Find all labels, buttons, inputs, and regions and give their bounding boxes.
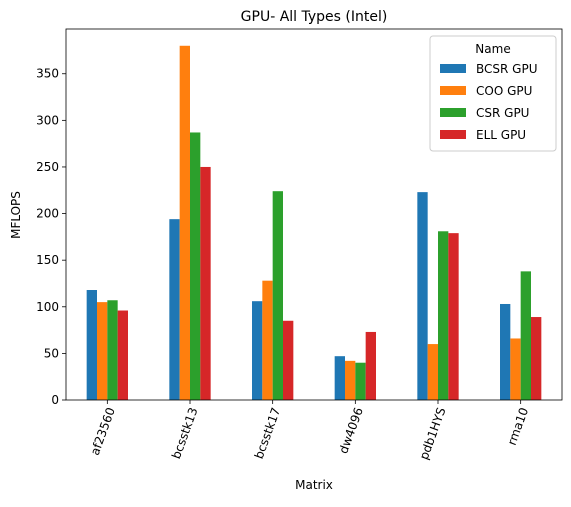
- x-tick-label: rma10: [505, 406, 532, 447]
- bar: [417, 192, 428, 400]
- x-tick-label: bcsstk13: [169, 406, 201, 461]
- legend: Name BCSR GPU COO GPU CSR GPU ELL GPU: [429, 35, 557, 152]
- bar: [179, 45, 190, 400]
- legend-label: ELL GPU: [476, 128, 526, 142]
- y-tick-label: 50: [44, 346, 59, 360]
- y-tick-label: 350: [36, 67, 59, 81]
- x-tick-label: pdb1HYS: [417, 406, 449, 462]
- y-tick-label: 250: [36, 160, 59, 174]
- legend-label: COO GPU: [476, 84, 532, 98]
- legend-swatch: [440, 86, 466, 95]
- y-tick-label: 0: [51, 393, 59, 407]
- y-axis: 0 50 100 150 200 250 300 350: [36, 67, 66, 407]
- y-tick-label: 300: [36, 113, 59, 127]
- bar: [345, 360, 356, 400]
- legend-title: Name: [475, 42, 510, 56]
- legend-label: BCSR GPU: [476, 62, 538, 76]
- plot-area: [65, 28, 563, 401]
- bar: [200, 166, 211, 400]
- chart-title: GPU- All Types (Intel): [241, 9, 388, 25]
- y-tick-label: 200: [36, 207, 59, 221]
- x-axis-label: Matrix: [295, 478, 333, 492]
- y-tick-label: 150: [36, 253, 59, 267]
- bar: [252, 301, 263, 400]
- bar: [448, 233, 459, 400]
- bar: [262, 280, 273, 400]
- plot-frame: [65, 28, 563, 401]
- bar: [500, 303, 511, 400]
- bar: [365, 331, 376, 400]
- bar: [355, 362, 366, 400]
- bar: [117, 310, 128, 400]
- legend-swatch: [440, 108, 466, 117]
- bar: [97, 302, 108, 400]
- legend-label: CSR GPU: [476, 106, 529, 120]
- bar: [107, 300, 118, 400]
- bar: [86, 290, 97, 400]
- bar: [334, 356, 345, 400]
- y-axis-label: MFLOPS: [9, 191, 23, 239]
- legend-swatch: [440, 130, 466, 139]
- bar: [272, 191, 283, 400]
- x-axis: af23560 bcsstk13 bcsstk17 dw4096 pdb1HYS rma1…: [88, 400, 532, 462]
- x-tick-label: af23560: [88, 406, 118, 458]
- bar: [427, 344, 438, 400]
- y-tick-label: 100: [36, 300, 59, 314]
- bar: [169, 219, 180, 400]
- x-tick-label: bcsstk17: [252, 406, 284, 461]
- bar: [531, 317, 542, 400]
- bar: [190, 132, 201, 400]
- x-tick-label: dw4096: [336, 406, 366, 456]
- bar: [510, 338, 521, 400]
- bar: [520, 271, 531, 400]
- legend-swatch: [440, 64, 466, 73]
- bar: [283, 320, 294, 400]
- bar: [438, 231, 449, 400]
